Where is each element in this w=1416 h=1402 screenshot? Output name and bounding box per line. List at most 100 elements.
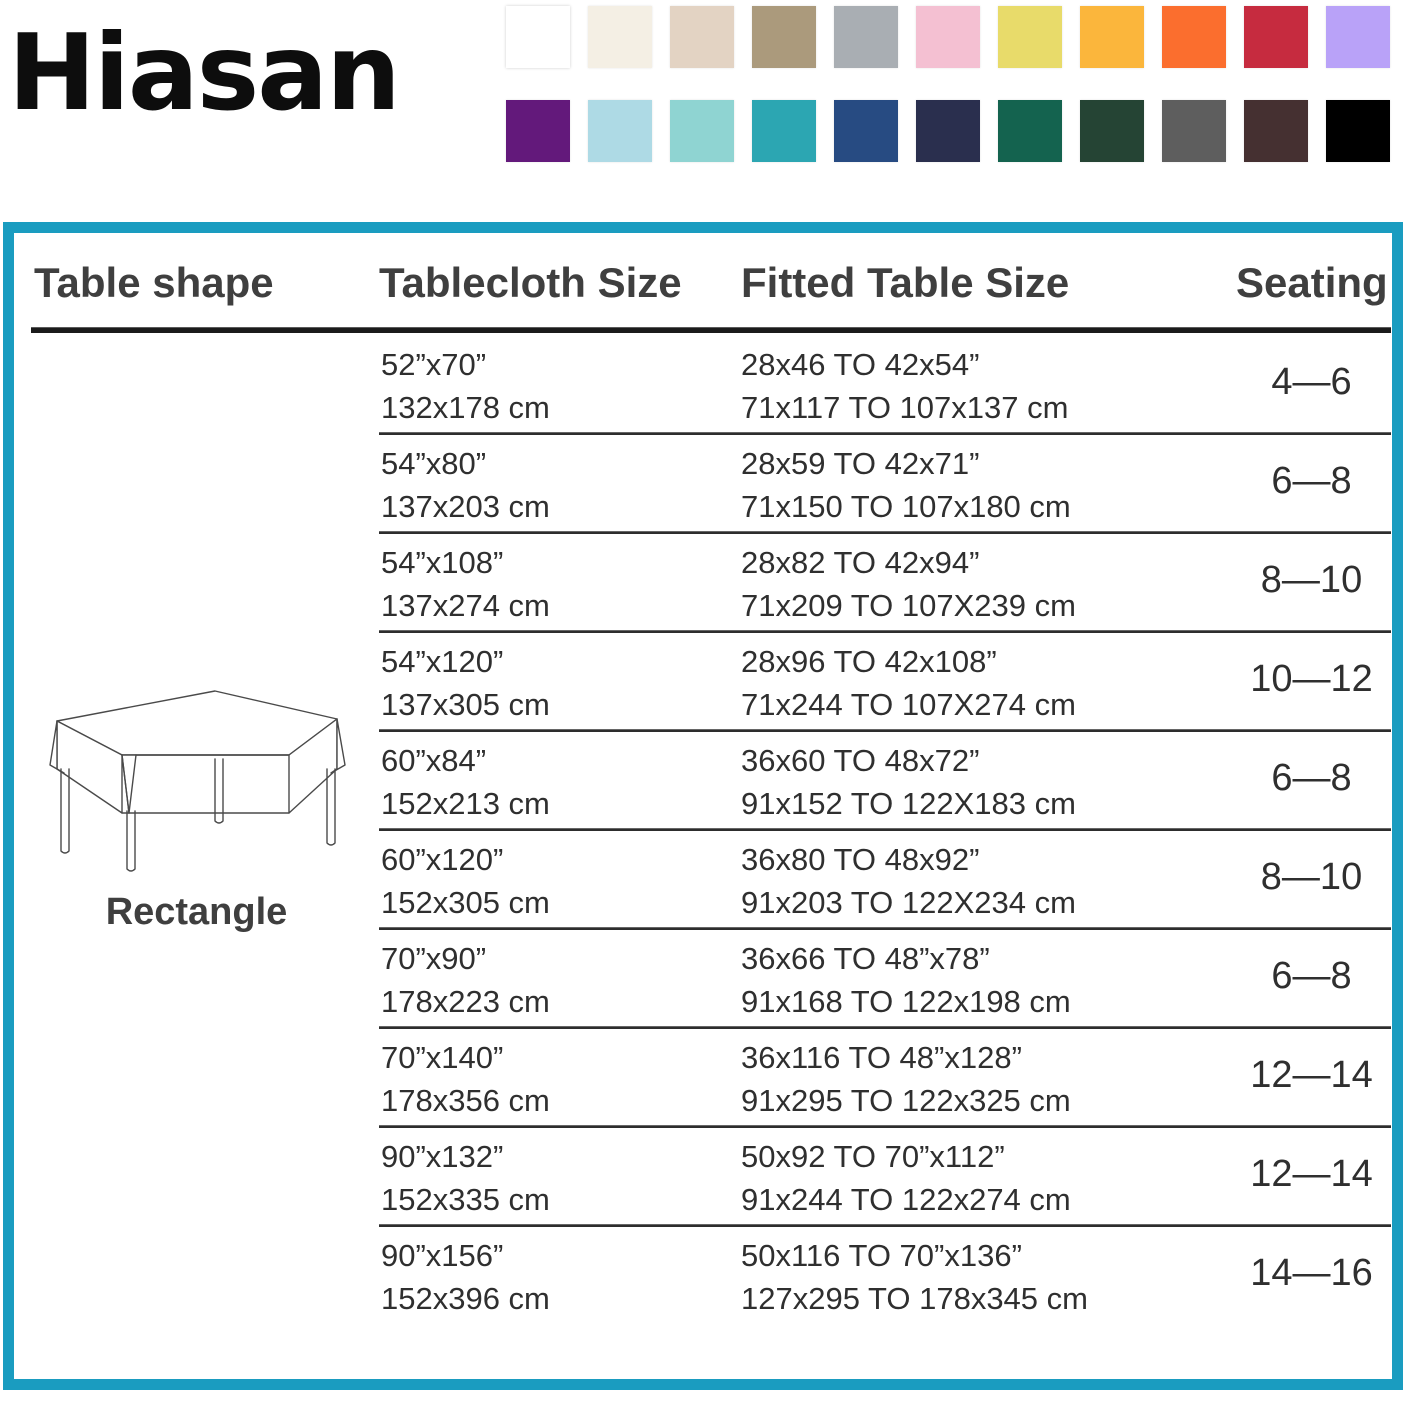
table-row: 54”x80” 137x203 cm 28x59 TO 42x71” 71x150 T… <box>14 432 1392 531</box>
column-header-tablecloth-size: Tablecloth Size <box>379 259 682 306</box>
header-divider <box>31 327 1391 333</box>
color-swatch-ivory[interactable] <box>588 6 652 68</box>
tablecloth-size-cm: 178x356 cm <box>381 1082 550 1118</box>
color-swatch-gold[interactable] <box>1080 6 1144 68</box>
table-row: 90”x156” 152x396 cm 50x116 TO 70”x136” 127x… <box>14 1224 1392 1323</box>
color-swatch-navy[interactable] <box>834 100 898 162</box>
fitted-table-size-cm: 71x244 TO 107X274 cm <box>741 686 1076 722</box>
fitted-table-size-inches: 28x96 TO 42x108” <box>741 644 997 679</box>
tablecloth-size-inches: 60”x84” <box>381 743 487 778</box>
top-banner: Hiasan <box>0 0 1416 200</box>
tablecloth-size-inches: 52”x70” <box>381 347 487 382</box>
cell-tablecloth-size: 60”x120” 152x305 cm <box>381 839 550 925</box>
fitted-table-size-cm: 71x209 TO 107X239 cm <box>741 587 1076 623</box>
fitted-table-size-inches: 28x46 TO 42x54” <box>741 347 980 382</box>
tablecloth-size-cm: 152x335 cm <box>381 1181 550 1217</box>
tablecloth-size-cm: 132x178 cm <box>381 389 550 425</box>
table-header-row: Table shape Tablecloth Size Fitted Table… <box>14 233 1392 325</box>
fitted-table-size-cm: 127x295 TO 178x345 cm <box>741 1280 1088 1316</box>
color-swatch-taupe[interactable] <box>752 6 816 68</box>
cell-seating: 6—8 <box>1271 757 1352 800</box>
color-swatch-orange[interactable] <box>1162 6 1226 68</box>
color-swatch-lavender[interactable] <box>1326 6 1390 68</box>
cell-seating: 12—14 <box>1250 1153 1373 1196</box>
fitted-table-size-inches: 36x116 TO 48”x128” <box>741 1040 1022 1075</box>
fitted-table-size-cm: 91x152 TO 122X183 cm <box>741 785 1076 821</box>
color-swatch-pink[interactable] <box>916 6 980 68</box>
cell-tablecloth-size: 90”x156” 152x396 cm <box>381 1235 550 1321</box>
color-swatch-red[interactable] <box>1244 6 1308 68</box>
fitted-table-size-cm: 71x117 TO 107x137 cm <box>741 389 1069 425</box>
color-swatch-forest[interactable] <box>1080 100 1144 162</box>
cell-fitted-table-size: 28x46 TO 42x54” 71x117 TO 107x137 cm <box>741 344 1068 430</box>
color-swatch-dark-grey[interactable] <box>1162 100 1226 162</box>
cell-seating: 6—8 <box>1271 460 1352 503</box>
cell-tablecloth-size: 70”x90” 178x223 cm <box>381 938 550 1024</box>
color-swatch-emerald[interactable] <box>998 100 1062 162</box>
color-swatch-beige[interactable] <box>670 6 734 68</box>
tablecloth-size-inches: 54”x120” <box>381 644 504 679</box>
fitted-table-size-cm: 91x168 TO 122x198 cm <box>741 983 1071 1019</box>
size-chart-frame: Table shape Tablecloth Size Fitted Table… <box>3 222 1403 1390</box>
tablecloth-size-inches: 90”x156” <box>381 1238 504 1273</box>
column-header-seating: Seating <box>1236 259 1388 306</box>
swatch-row-1 <box>506 6 1412 68</box>
cell-fitted-table-size: 50x92 TO 70”x112” 91x244 TO 122x274 cm <box>741 1136 1071 1222</box>
table-shape-label: Rectangle <box>105 891 288 933</box>
cell-fitted-table-size: 28x59 TO 42x71” 71x150 TO 107x180 cm <box>741 443 1071 529</box>
table-row: 90”x132” 152x335 cm 50x92 TO 70”x112” 91x24… <box>14 1125 1392 1224</box>
cell-fitted-table-size: 28x96 TO 42x108” 71x244 TO 107X274 cm <box>741 641 1076 727</box>
fitted-table-size-inches: 36x60 TO 48x72” <box>741 743 980 778</box>
cell-seating: 8—10 <box>1260 559 1363 602</box>
color-swatch-brown[interactable] <box>1244 100 1308 162</box>
tablecloth-size-cm: 152x396 cm <box>381 1280 550 1316</box>
cell-seating: 14—16 <box>1250 1252 1373 1295</box>
cell-seating: 4—6 <box>1271 361 1352 404</box>
cell-seating: 6—8 <box>1271 955 1352 998</box>
fitted-table-size-cm: 91x244 TO 122x274 cm <box>741 1181 1071 1217</box>
fitted-table-size-inches: 28x82 TO 42x94” <box>741 545 980 580</box>
cell-tablecloth-size: 60”x84” 152x213 cm <box>381 740 550 826</box>
color-swatch-grid <box>506 6 1412 194</box>
color-swatch-light-blue[interactable] <box>588 100 652 162</box>
color-swatch-black[interactable] <box>1326 100 1390 162</box>
tablecloth-size-inches: 54”x108” <box>381 545 504 580</box>
brand-name: Hiasan <box>8 11 401 134</box>
swatch-row-2 <box>506 100 1412 162</box>
fitted-table-size-inches: 36x66 TO 48”x78” <box>741 941 990 976</box>
color-swatch-aqua[interactable] <box>670 100 734 162</box>
fitted-table-size-cm: 91x203 TO 122X234 cm <box>741 884 1076 920</box>
tablecloth-size-inches: 60”x120” <box>381 842 504 877</box>
cell-tablecloth-size: 90”x132” 152x335 cm <box>381 1136 550 1222</box>
cell-tablecloth-size: 54”x80” 137x203 cm <box>381 443 550 529</box>
tablecloth-size-cm: 152x213 cm <box>381 785 550 821</box>
color-swatch-white[interactable] <box>506 6 570 68</box>
tablecloth-size-inches: 70”x140” <box>381 1040 504 1075</box>
color-swatch-yellow[interactable] <box>998 6 1062 68</box>
table-row: 60”x84” 152x213 cm 36x60 TO 48x72” 91x152 T… <box>14 729 1392 828</box>
cell-tablecloth-size: 54”x120” 137x305 cm <box>381 641 550 727</box>
cell-fitted-table-size: 36x116 TO 48”x128” 91x295 TO 122x325 cm <box>741 1037 1071 1123</box>
cell-tablecloth-size: 54”x108” 137x274 cm <box>381 542 550 628</box>
tablecloth-size-inches: 70”x90” <box>381 941 487 976</box>
color-swatch-teal[interactable] <box>752 100 816 162</box>
fitted-table-size-cm: 91x295 TO 122x325 cm <box>741 1082 1071 1118</box>
tablecloth-size-cm: 178x223 cm <box>381 983 550 1019</box>
color-swatch-dark-navy[interactable] <box>916 100 980 162</box>
tablecloth-size-cm: 137x203 cm <box>381 488 550 524</box>
table-row: 70”x90” 178x223 cm 36x66 TO 48”x78” 91x168 … <box>14 927 1392 1026</box>
color-swatch-grey[interactable] <box>834 6 898 68</box>
table-shape-cell: Rectangle <box>24 673 369 934</box>
cell-fitted-table-size: 36x60 TO 48x72” 91x152 TO 122X183 cm <box>741 740 1076 826</box>
cell-tablecloth-size: 52”x70” 132x178 cm <box>381 344 550 430</box>
cell-fitted-table-size: 50x116 TO 70”x136” 127x295 TO 178x345 cm <box>741 1235 1088 1321</box>
cell-tablecloth-size: 70”x140” 178x356 cm <box>381 1037 550 1123</box>
rectangle-table-illustration <box>48 690 346 872</box>
cell-seating: 12—14 <box>1250 1054 1373 1097</box>
table-row: 52”x70” 132x178 cm 28x46 TO 42x54” 71x117 T… <box>14 333 1392 432</box>
cell-seating: 10—12 <box>1250 658 1373 701</box>
color-swatch-purple[interactable] <box>506 100 570 162</box>
size-chart-table: Table shape Tablecloth Size Fitted Table… <box>14 233 1392 1379</box>
fitted-table-size-inches: 36x80 TO 48x92” <box>741 842 980 877</box>
tablecloth-size-cm: 152x305 cm <box>381 884 550 920</box>
